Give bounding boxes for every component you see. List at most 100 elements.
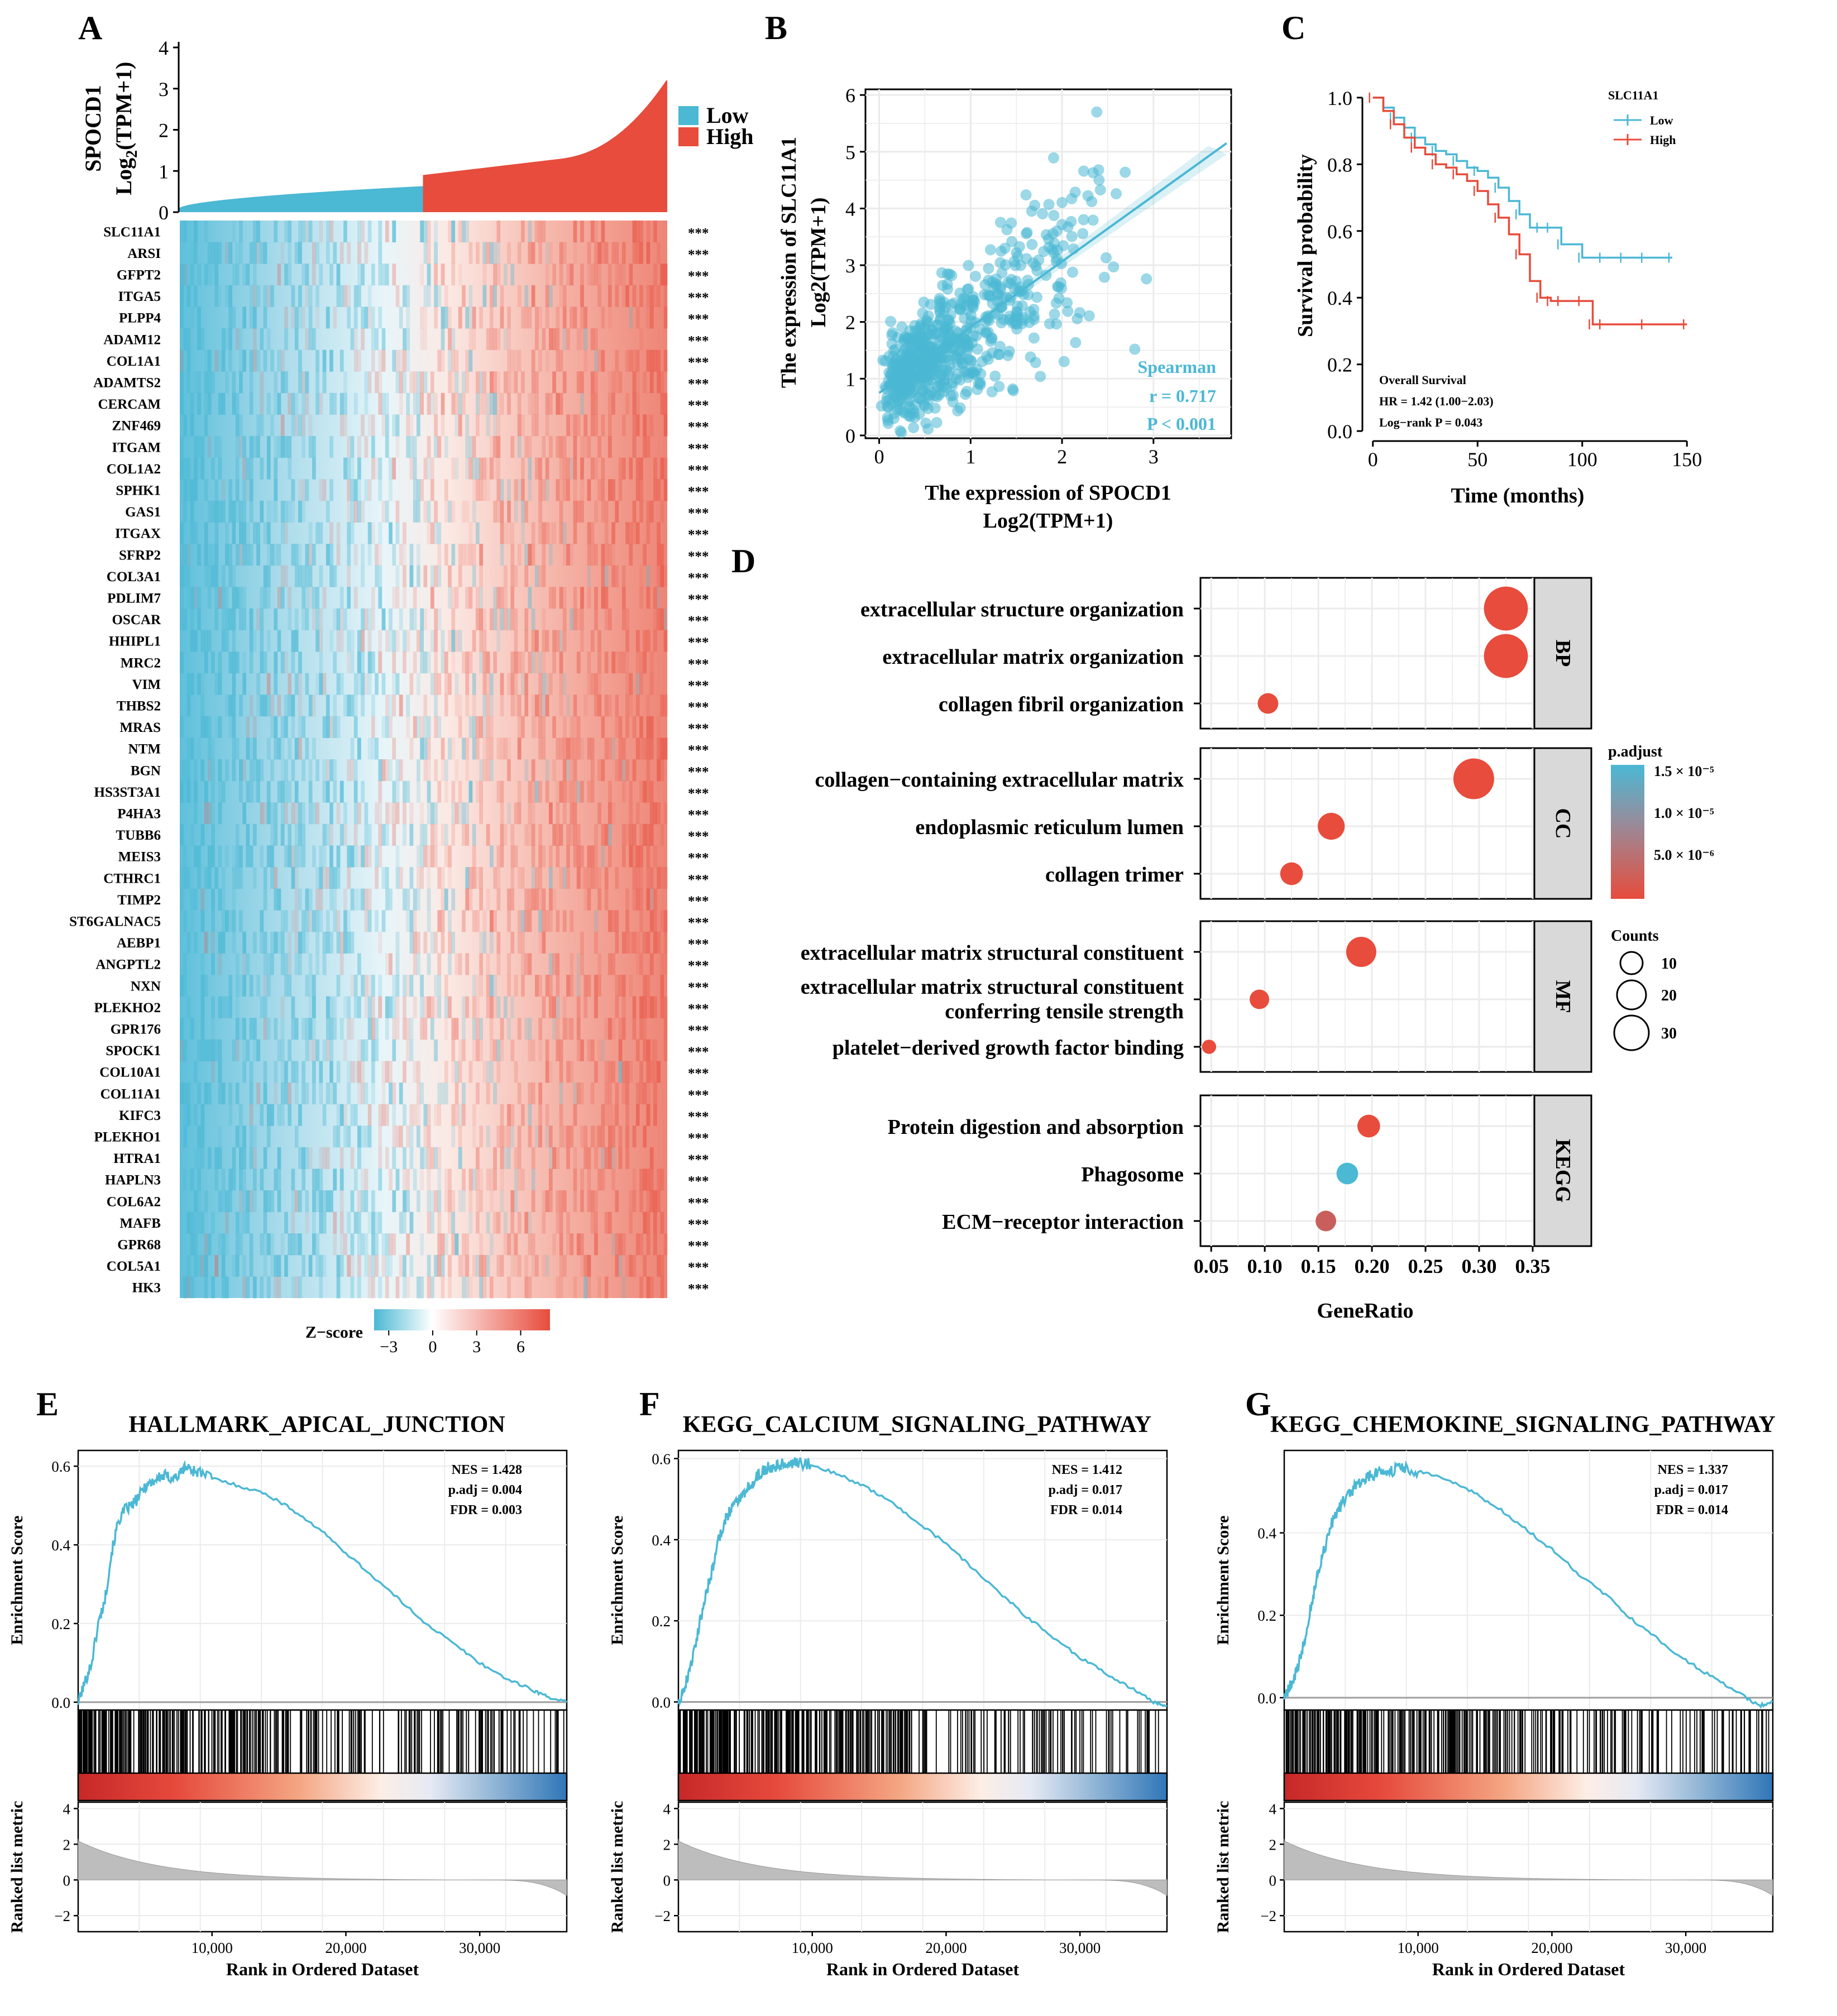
heatmap-cell <box>531 1254 535 1277</box>
heatmap-cell <box>339 673 344 695</box>
heatmap-cell <box>225 1211 229 1234</box>
heatmap-cell <box>378 630 382 652</box>
heatmap-cell <box>200 436 205 458</box>
heatmap-cell <box>403 349 406 372</box>
heatmap-cell <box>183 328 187 351</box>
heatmap-cell <box>510 1039 515 1061</box>
heatmap-cell <box>615 996 619 1018</box>
heatmap-cell <box>326 307 330 329</box>
km-y-tick-label: 0.4 <box>1327 287 1352 309</box>
heatmap-cell <box>249 695 253 717</box>
heatmap-cell <box>660 975 664 997</box>
heatmap-cell <box>361 608 365 630</box>
heatmap-cell <box>663 349 668 372</box>
heatmap-cell <box>657 544 661 566</box>
heatmap-cell <box>489 436 494 458</box>
heatmap-cell <box>218 587 222 609</box>
heatmap-cell <box>294 1233 299 1256</box>
heatmap-cell <box>284 307 288 329</box>
term-label: extracellular matrix structural constitu… <box>801 941 1184 965</box>
heatmap-cell <box>180 349 184 372</box>
metric-ylabel: Ranked list metric <box>8 1801 26 1933</box>
heatmap-cell <box>580 500 584 523</box>
heatmap-cell <box>507 1147 511 1169</box>
heatmap-cell <box>288 695 292 717</box>
term-dot <box>1484 586 1528 631</box>
heatmap-cell <box>524 1211 529 1234</box>
gene-label: MRAS <box>119 720 161 735</box>
panel-letter-b: B <box>765 9 787 46</box>
significance-mark: *** <box>688 290 709 305</box>
heatmap-cell <box>385 392 389 415</box>
heatmap-cell <box>657 1061 661 1083</box>
heatmap-cell <box>186 1104 191 1126</box>
heatmap-cell <box>326 823 330 846</box>
heatmap-cell <box>479 587 484 609</box>
heatmap-cell <box>263 1147 267 1169</box>
heatmap-cell <box>594 264 598 286</box>
heatmap-cell <box>329 1190 333 1213</box>
heatmap-cell <box>246 457 250 480</box>
heatmap-cell <box>409 608 414 630</box>
heatmap-cell <box>476 242 480 264</box>
heatmap-cell <box>294 910 299 932</box>
heatmap-cell <box>517 738 522 760</box>
heatmap-cell <box>573 1190 577 1213</box>
scatter-ylabel-2: Log2(TPM+1) <box>807 198 830 328</box>
scatter-point <box>942 370 954 381</box>
heatmap-cell <box>197 1039 201 1061</box>
heatmap-cell <box>423 1104 428 1126</box>
heatmap-cell <box>657 738 661 760</box>
heatmap-cell <box>538 975 543 997</box>
heatmap-cell <box>204 1254 208 1277</box>
heatmap-cell <box>493 652 497 674</box>
heatmap-cell <box>298 349 302 372</box>
heatmap-cell <box>649 414 654 437</box>
scatter-point <box>996 267 1008 279</box>
heatmap-cell <box>653 630 657 652</box>
heatmap-cell <box>468 652 473 674</box>
heatmap-cell <box>486 996 490 1018</box>
heatmap-cell <box>218 457 222 480</box>
heatmap-cell <box>228 307 233 329</box>
heatmap-cell <box>392 673 396 695</box>
heatmap-cell <box>542 544 546 566</box>
heatmap-cell <box>406 1190 410 1213</box>
heatmap-cell <box>406 1039 410 1061</box>
metric-y-tick-label: −2 <box>654 1908 671 1924</box>
heatmap-cell <box>263 1061 267 1083</box>
es-y-tick-label: 0.6 <box>51 1458 70 1475</box>
heatmap-cell <box>417 414 420 437</box>
heatmap-cell <box>607 544 612 566</box>
heatmap-cell <box>517 1126 522 1148</box>
gene-label: PDLIM7 <box>107 591 161 606</box>
heatmap-cell <box>646 436 650 458</box>
heatmap-cell <box>562 285 567 307</box>
heatmap-cell <box>232 221 236 243</box>
heatmap-cell <box>430 522 434 544</box>
scatter-point <box>1093 164 1104 176</box>
scatter-point <box>922 423 934 435</box>
heatmap-cell <box>361 1061 365 1083</box>
heatmap-cell <box>406 414 410 437</box>
heatmap-cell <box>500 522 504 544</box>
heatmap-cell <box>218 1126 222 1148</box>
heatmap-cell <box>315 802 319 825</box>
heatmap-cell <box>211 371 215 394</box>
heatmap-cell <box>489 759 494 782</box>
heatmap-cell <box>190 630 194 652</box>
heatmap-cell <box>392 1083 396 1105</box>
heatmap-cell <box>615 242 619 264</box>
heatmap-cell <box>409 975 414 997</box>
heatmap-cell <box>242 349 246 372</box>
heatmap-cell <box>653 845 657 868</box>
scatter-point <box>1048 209 1060 221</box>
heatmap-cell <box>319 1254 323 1277</box>
heatmap-cell <box>353 888 358 911</box>
heatmap-cell <box>507 522 511 544</box>
heatmap-cell <box>364 479 369 501</box>
heatmap-cell <box>180 587 184 609</box>
heatmap-cell <box>465 436 470 458</box>
gsea-stat: NES = 1.337 <box>1658 1463 1728 1477</box>
